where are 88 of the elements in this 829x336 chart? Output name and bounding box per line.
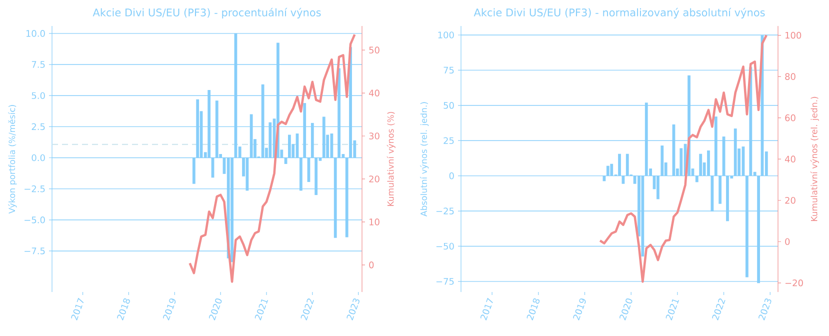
y-tick-label: 100	[438, 32, 454, 38]
y-tick-label: 5.0	[32, 92, 45, 99]
bar	[699, 154, 702, 176]
bar	[345, 158, 348, 238]
bar	[215, 100, 218, 158]
bar	[196, 99, 200, 158]
y2-tick-label: 40	[784, 156, 796, 162]
y2-tick-label: 80	[785, 73, 796, 80]
y-tick-label: −7.5	[24, 248, 45, 254]
y2-tick-label: 100	[786, 32, 802, 39]
y2-tick-label: 20	[369, 176, 380, 182]
y2-tick-label: 20	[785, 196, 796, 204]
x-tick-label: 2021	[666, 299, 680, 320]
x-tick-label: 2022	[712, 298, 726, 320]
bar	[680, 148, 683, 176]
y-axis-title: Absolutní výnos (rel. jedn.)	[420, 102, 429, 216]
y2-tick-label: 0	[785, 238, 790, 246]
bar	[299, 158, 302, 191]
y-tick-label: 25	[444, 137, 454, 144]
y-tick-label: −5.0	[24, 216, 45, 224]
line-series	[598, 34, 768, 283]
bar	[660, 146, 664, 176]
y-tick-label: 2.5	[32, 123, 45, 130]
chart-title: Akcie Divi US/EU (PF3) - normalizovaný absolutní výnos	[474, 8, 765, 18]
y-tick-label: 50	[444, 102, 454, 109]
bar	[288, 134, 291, 158]
y-tick-label: 0	[449, 172, 454, 180]
bar	[246, 158, 249, 191]
bar	[718, 176, 722, 204]
x-tick-label: 2022	[300, 298, 314, 320]
x-tick-label: 2021	[254, 299, 268, 320]
bar	[314, 158, 318, 196]
y-tick-label: 75	[444, 66, 454, 74]
bar	[695, 176, 698, 182]
bar	[610, 164, 614, 176]
x-tick-label: 2017	[480, 298, 493, 320]
bar	[606, 166, 610, 176]
y2-tick-label: 60	[785, 114, 796, 122]
bar	[641, 176, 644, 256]
bar	[707, 150, 710, 176]
bar	[208, 90, 211, 158]
bar	[626, 154, 629, 176]
x-tick-label: 2020	[208, 298, 222, 320]
bar	[726, 176, 729, 222]
bar	[734, 128, 737, 176]
bar	[310, 122, 314, 158]
y-tick-label: −75	[436, 278, 454, 285]
y-tick-label: 7.5	[32, 61, 45, 68]
y2-axis-title: Kumulativní výnos (rel. jedn.)	[810, 96, 819, 221]
bar	[338, 68, 340, 158]
x-tick-label: 2017	[71, 298, 84, 320]
bar	[330, 134, 334, 158]
y2-tick-label: −20	[785, 280, 803, 286]
x-tick-label: 2019	[573, 298, 586, 320]
x-tick-label: 2018	[117, 298, 130, 320]
bar	[714, 116, 718, 176]
chart-title: Akcie Divi US/EU (PF3) - procentuální výnos	[92, 8, 321, 18]
bar	[710, 176, 714, 212]
y-tick-label: 10.0	[26, 30, 45, 37]
y2-axis-title: Kumulativní výnos (%)	[386, 112, 396, 206]
x-tick-label: 2023	[758, 298, 772, 320]
y2-tick-label: 30	[369, 132, 380, 140]
y-tick-label: −25	[436, 208, 454, 214]
bar	[268, 122, 272, 158]
x-tick-label: 2023	[346, 298, 360, 320]
bar	[322, 116, 326, 158]
y2-tick-label: 10	[370, 218, 380, 226]
bar	[656, 176, 660, 200]
bar	[303, 103, 306, 158]
y-tick-label: 0.0	[32, 154, 45, 162]
bar	[250, 114, 253, 158]
bar	[746, 176, 748, 278]
y-axis-title: Výkon portfolia (%/měsíc)	[8, 105, 17, 214]
bar	[644, 102, 648, 176]
x-tick-label: 2019	[163, 298, 176, 320]
x-tick-label: 2020	[619, 298, 632, 320]
line-series	[188, 33, 356, 283]
bar	[334, 158, 337, 238]
y-tick-label: −50	[436, 242, 454, 250]
y2-tick-label: 0	[369, 262, 374, 268]
bar	[192, 158, 196, 184]
y2-tick-label: 40	[368, 90, 380, 96]
x-tick-label: 2018	[526, 298, 540, 320]
y-tick-label: −2.5	[24, 185, 45, 192]
bar	[618, 154, 621, 176]
y2-tick-label: 50	[369, 46, 380, 54]
bar	[261, 84, 264, 158]
bar	[284, 158, 288, 164]
